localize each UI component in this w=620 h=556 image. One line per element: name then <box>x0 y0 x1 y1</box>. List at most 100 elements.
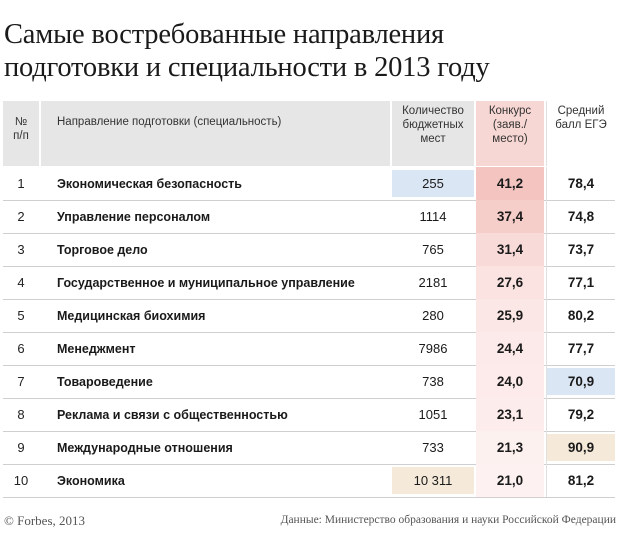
row-score: 77,1 <box>546 266 615 299</box>
row-seats-value: 1051 <box>418 407 448 422</box>
row-name-value: Управление персоналом <box>57 209 211 224</box>
row-seats-value: 738 <box>422 374 444 389</box>
footer-credit: © Forbes, 2013 <box>4 513 86 528</box>
row-competition: 24,4 <box>476 332 544 365</box>
table-row: 5 Медицинская биохимия 280 25,9 80,2 <box>3 299 615 333</box>
row-seats: 1114 <box>392 200 474 233</box>
row-competition-value: 21,0 <box>496 473 524 488</box>
row-competition-value: 37,4 <box>496 209 524 224</box>
row-name-value: Экономическая безопасность <box>57 176 242 191</box>
row-score-value: 90,9 <box>547 434 615 461</box>
table-row: 3 Торговое дело 765 31,4 73,7 <box>3 233 615 267</box>
row-num-value: 1 <box>17 176 25 191</box>
row-num: 2 <box>3 200 39 233</box>
row-name-value: Медицинская биохимия <box>57 308 206 323</box>
row-seats-value: 765 <box>422 242 444 257</box>
row-competition: 21,3 <box>476 431 544 464</box>
row-num-value: 3 <box>17 242 25 257</box>
row-seats: 280 <box>392 299 474 332</box>
row-seats-value: 280 <box>422 308 444 323</box>
row-num: 9 <box>3 431 39 464</box>
row-name: Государственное и муниципальное управлен… <box>41 266 390 299</box>
row-num: 4 <box>3 266 39 299</box>
row-score: 79,2 <box>546 398 615 431</box>
row-score: 70,9 <box>546 365 615 398</box>
row-seats-value: 2181 <box>418 275 448 290</box>
table-row: 2 Управление персоналом 1114 37,4 74,8 <box>3 200 615 234</box>
row-name: Экономика <box>41 464 390 497</box>
row-name-value: Торговое дело <box>57 242 148 257</box>
row-score-value: 73,7 <box>567 242 595 257</box>
row-num-value: 9 <box>17 440 25 455</box>
row-num: 6 <box>3 332 39 365</box>
row-competition: 23,1 <box>476 398 544 431</box>
row-num: 3 <box>3 233 39 266</box>
table-row: 4 Государственное и муниципальное управле… <box>3 266 615 300</box>
row-name: Экономическая безопасность <box>41 167 390 200</box>
chart-title-line2: подготовки и специальности в 2013 году <box>4 52 490 83</box>
chart-title: Самые востребованные направления подгото… <box>4 18 616 84</box>
row-score: 81,2 <box>546 464 615 497</box>
row-competition: 24,0 <box>476 365 544 398</box>
row-competition-value: 25,9 <box>496 308 524 323</box>
header-num: № п/п <box>3 101 39 166</box>
row-competition-value: 31,4 <box>496 242 524 257</box>
row-num-value: 2 <box>17 209 25 224</box>
row-score-value: 70,9 <box>547 368 615 395</box>
row-seats: 738 <box>392 365 474 398</box>
table-row: 8 Реклама и связи с общественностью 1051 23… <box>3 398 615 432</box>
row-num-value: 6 <box>17 341 25 356</box>
row-name-value: Реклама и связи с общественностью <box>57 407 288 422</box>
table-row: 6 Менеджмент 7986 24,4 77,7 <box>3 332 615 366</box>
row-score-value: 77,1 <box>567 275 595 290</box>
row-num-value: 5 <box>17 308 25 323</box>
row-score: 90,9 <box>546 431 615 464</box>
row-name: Реклама и связи с общественностью <box>41 398 390 431</box>
row-name: Медицинская биохимия <box>41 299 390 332</box>
row-num-value: 10 <box>13 473 29 488</box>
row-competition: 37,4 <box>476 200 544 233</box>
row-score: 74,8 <box>546 200 615 233</box>
row-competition-value: 21,3 <box>496 440 524 455</box>
row-score-value: 78,4 <box>567 176 595 191</box>
row-competition: 41,2 <box>476 167 544 200</box>
row-seats-value: 733 <box>422 440 444 455</box>
row-competition-value: 24,4 <box>496 341 524 356</box>
row-score: 77,7 <box>546 332 615 365</box>
header-name: Направление подготовки (специальность) <box>41 101 390 166</box>
row-score-value: 77,7 <box>567 341 595 356</box>
row-seats-value: 10 311 <box>392 467 474 494</box>
row-score-value: 81,2 <box>567 473 595 488</box>
row-competition-value: 41,2 <box>496 176 524 191</box>
row-name: Менеджмент <box>41 332 390 365</box>
table-row: 9 Международные отношения 733 21,3 90,9 <box>3 431 615 465</box>
row-name: Торговое дело <box>41 233 390 266</box>
row-score-value: 80,2 <box>567 308 595 323</box>
row-competition: 27,6 <box>476 266 544 299</box>
row-score: 73,7 <box>546 233 615 266</box>
row-seats-value: 255 <box>392 170 474 197</box>
row-competition-value: 27,6 <box>496 275 524 290</box>
table-row: 10 Экономика 10 311 21,0 81,2 <box>3 464 615 498</box>
row-competition: 25,9 <box>476 299 544 332</box>
row-name: Международные отношения <box>41 431 390 464</box>
row-num: 10 <box>3 464 39 497</box>
row-name-value: Менеджмент <box>57 341 136 356</box>
row-num: 7 <box>3 365 39 398</box>
row-competition: 31,4 <box>476 233 544 266</box>
header-seats: Количество бюджетных мест <box>392 101 474 166</box>
row-score: 78,4 <box>546 167 615 200</box>
table-row: 7 Товароведение 738 24,0 70,9 <box>3 365 615 399</box>
row-seats: 2181 <box>392 266 474 299</box>
row-competition: 21,0 <box>476 464 544 497</box>
row-seats: 255 <box>392 167 474 200</box>
row-seats: 7986 <box>392 332 474 365</box>
header-score: Средний балл ЕГЭ <box>546 101 615 166</box>
row-num-value: 8 <box>17 407 25 422</box>
footer-source: Данные: Министерство образования и науки… <box>280 514 616 526</box>
row-name-value: Экономика <box>57 473 125 488</box>
row-num-value: 4 <box>17 275 25 290</box>
row-score-value: 79,2 <box>567 407 595 422</box>
row-name-value: Международные отношения <box>57 440 233 455</box>
row-name: Товароведение <box>41 365 390 398</box>
